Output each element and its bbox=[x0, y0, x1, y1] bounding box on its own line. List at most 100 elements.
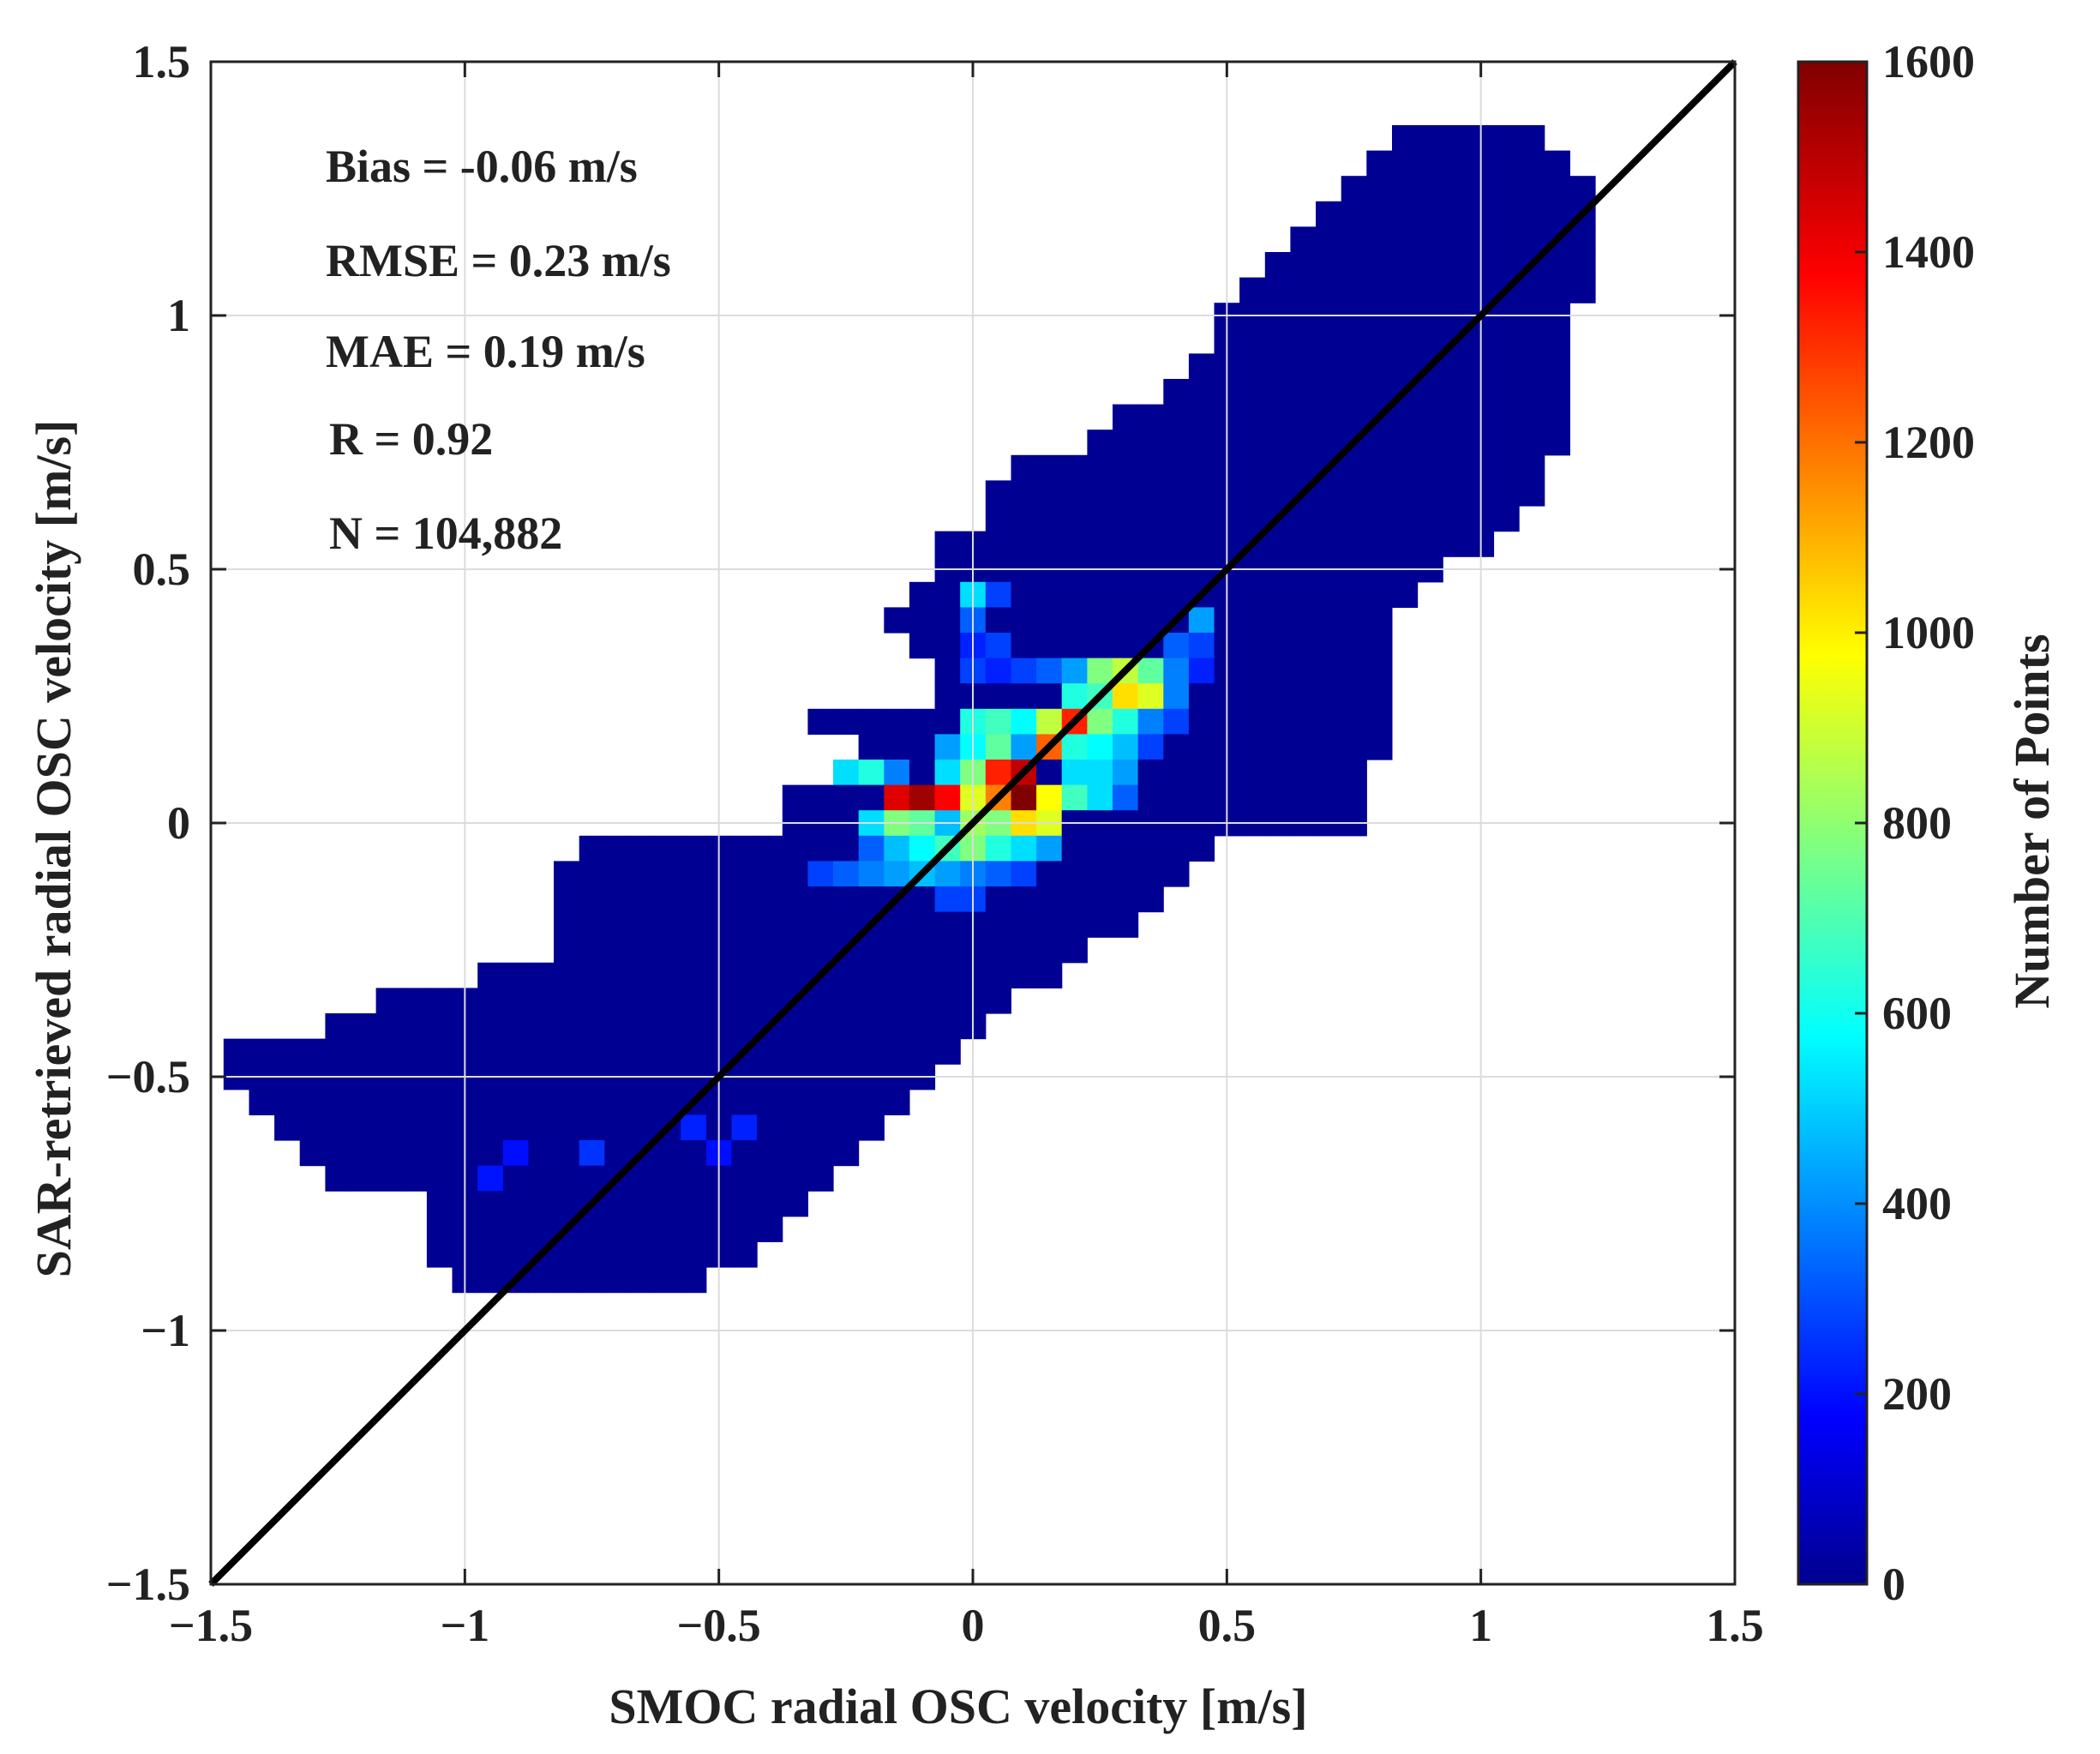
density-cell bbox=[985, 861, 1011, 887]
density-cell bbox=[375, 1165, 402, 1192]
density-cell bbox=[1011, 886, 1037, 913]
density-cell bbox=[782, 1114, 808, 1141]
density-cell bbox=[985, 581, 1011, 608]
density-cell bbox=[629, 835, 657, 862]
density-cell bbox=[604, 1013, 631, 1040]
density-cell bbox=[629, 1216, 657, 1242]
density-cell bbox=[1061, 581, 1088, 608]
density-cell bbox=[1417, 125, 1443, 152]
density-cell bbox=[1443, 277, 1469, 303]
density-cell bbox=[477, 1165, 504, 1192]
colorbar-tick-label: 0 bbox=[1882, 1559, 1905, 1610]
density-cell bbox=[1036, 531, 1063, 557]
annotation-n: N = 104,882 bbox=[329, 508, 562, 559]
density-cell bbox=[1011, 531, 1037, 557]
density-cell bbox=[1239, 277, 1266, 303]
density-cell bbox=[1290, 379, 1317, 405]
density-cell bbox=[807, 911, 834, 938]
density-cell bbox=[1290, 633, 1317, 659]
density-cell bbox=[1163, 429, 1190, 456]
density-cell bbox=[426, 1013, 453, 1040]
density-cell bbox=[1036, 683, 1063, 710]
density-cell bbox=[1188, 429, 1215, 456]
density-cell bbox=[1316, 506, 1342, 532]
density-cell bbox=[1316, 658, 1342, 684]
density-cell bbox=[1137, 506, 1164, 532]
density-cell bbox=[934, 607, 961, 634]
density-cell bbox=[909, 962, 936, 988]
density-cell bbox=[554, 1140, 580, 1167]
density-cell bbox=[426, 988, 453, 1014]
density-cell bbox=[1264, 683, 1291, 710]
density-cell bbox=[934, 683, 961, 710]
density-cell bbox=[884, 708, 910, 735]
density-cell bbox=[1443, 176, 1469, 202]
density-cell bbox=[1341, 480, 1367, 507]
density-cell bbox=[1239, 429, 1266, 456]
density-cell bbox=[833, 988, 860, 1014]
density-cell bbox=[1366, 327, 1393, 354]
density-cell bbox=[1519, 353, 1545, 380]
density-cell bbox=[782, 1140, 808, 1167]
density-cell bbox=[757, 835, 783, 862]
density-cell bbox=[757, 1089, 783, 1115]
density-cell bbox=[401, 1038, 428, 1065]
density-cell bbox=[579, 886, 605, 913]
density-cell bbox=[1264, 658, 1291, 684]
density-cell bbox=[655, 1140, 681, 1167]
density-cell bbox=[1113, 861, 1139, 887]
density-cell bbox=[1493, 327, 1520, 354]
density-cell bbox=[1264, 581, 1291, 608]
density-cell bbox=[909, 784, 936, 811]
density-cell bbox=[985, 760, 1011, 786]
density-cell bbox=[1239, 327, 1266, 354]
density-cell bbox=[731, 861, 758, 887]
density-cell bbox=[1366, 480, 1393, 507]
density-cell bbox=[909, 760, 936, 786]
density-cell bbox=[1113, 633, 1139, 659]
density-cell bbox=[325, 1013, 351, 1040]
density-cell bbox=[1544, 379, 1570, 405]
density-cell bbox=[528, 1013, 555, 1040]
density-cell bbox=[1290, 760, 1317, 786]
density-cell bbox=[1519, 379, 1545, 405]
density-cell bbox=[1443, 404, 1469, 430]
density-cell bbox=[1341, 277, 1367, 303]
density-cell bbox=[554, 886, 580, 913]
density-cell bbox=[502, 1191, 529, 1217]
density-cell bbox=[681, 1114, 707, 1141]
density-cell bbox=[1264, 429, 1291, 456]
density-cell bbox=[1493, 480, 1520, 507]
density-cell bbox=[1544, 252, 1570, 279]
density-cell bbox=[1290, 531, 1317, 557]
density-cell bbox=[681, 1241, 707, 1268]
density-cell bbox=[375, 1114, 402, 1141]
density-cell bbox=[1290, 708, 1317, 735]
density-cell bbox=[1188, 760, 1215, 786]
density-cell bbox=[1137, 734, 1164, 760]
density-cell bbox=[1239, 379, 1266, 405]
density-cell bbox=[223, 1038, 249, 1065]
density-cell bbox=[909, 1038, 936, 1065]
density-cell bbox=[1036, 937, 1063, 964]
density-cell bbox=[1316, 683, 1342, 710]
density-cell bbox=[833, 1114, 860, 1141]
density-cell bbox=[579, 1140, 605, 1167]
density-cell bbox=[909, 734, 936, 760]
colorbar-label: Number of Points bbox=[2004, 634, 2060, 1008]
density-cell bbox=[1188, 531, 1215, 557]
density-cell bbox=[1239, 454, 1266, 481]
annotation-rmse: RMSE = 0.23 m/s bbox=[326, 235, 671, 286]
density-cell bbox=[1011, 454, 1037, 481]
density-cell bbox=[934, 911, 961, 938]
density-cell bbox=[1366, 201, 1393, 227]
density-cell bbox=[655, 1267, 681, 1294]
density-cell bbox=[934, 760, 961, 786]
density-cell bbox=[1011, 506, 1037, 532]
density-cell bbox=[401, 1140, 428, 1167]
density-cell bbox=[1519, 454, 1545, 481]
density-cell bbox=[807, 1013, 834, 1040]
density-cell bbox=[807, 1140, 834, 1167]
density-cell bbox=[1113, 454, 1139, 481]
density-cell bbox=[1493, 252, 1520, 279]
